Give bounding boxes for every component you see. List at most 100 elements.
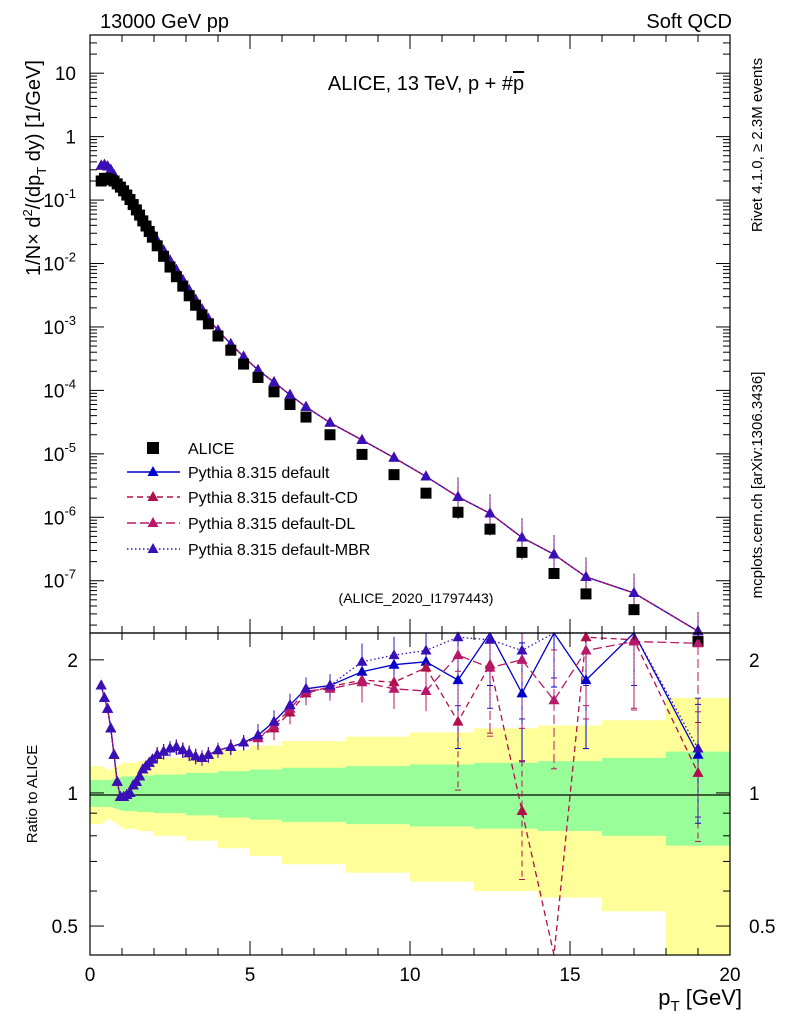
ratio-band-inner [138,775,154,813]
spectrum-frame [89,34,731,634]
spectrum-y-tick-label: 10-5 [43,440,76,466]
ratio-marker-mbr [452,631,464,642]
spectrum-marker-alice [158,250,170,262]
mcplots-label: mcplots.cern.ch [arXiv:1306.3436] [749,372,766,599]
ratio-marker-default [452,674,464,685]
ratio-marker-dl [692,637,704,648]
ratio-marker-cd [420,661,432,672]
ratio-panel: 0 5 10 15 20 0.5 0.5 1 1 2 2 Ratio to ALICE pT [Ge… [24,631,775,1015]
spectrum-marker-mbr [238,350,250,361]
header-process-label: 13000 GeV pp [100,11,229,33]
header-category-label: Soft QCD [646,11,732,33]
ratio-series-layer [95,631,704,956]
ratio-marker-mbr [202,748,214,759]
ratio-marker-mbr [238,736,250,747]
ratio-marker-cd [452,715,464,726]
spectrum-y-tick-label: 10-3 [43,313,76,339]
ratio-marker-mbr [98,691,110,702]
spectrum-marker-alice [324,429,336,441]
ratio-marker-mbr [388,649,400,660]
ratio-marker-mbr [170,741,182,752]
spectrum-marker-alice [183,290,195,302]
ratio-marker-mbr [225,741,237,752]
ratio-marker-dl [580,644,592,655]
spectrum-series-layer [95,158,704,648]
spectrum-marker-alice [452,506,464,518]
spectrum-panel: 10-7 10-6 10-5 10-4 10-3 10-2 10-1 1 10 ALICE, 1… [20,34,731,648]
spectrum-line-default [101,164,699,632]
ratio-marker-mbr [134,770,146,781]
ratio-marker-mbr [212,744,224,755]
ratio-marker-mbr [420,644,432,655]
spectrum-marker-mbr [484,507,496,518]
ratio-marker-mbr [324,679,336,690]
ratio-marker-mbr [158,745,170,756]
ratio-uncertainty-bands [90,697,730,955]
spectrum-marker-alice [190,299,202,311]
legend-label: Pythia 8.315 default-DL [188,516,355,533]
spectrum-y-axis-title: 1/N× d2/(dpT dy) [1/GeV] [20,60,49,276]
ratio-y-tick-label: 2 [67,651,78,672]
legend-label: ALICE [188,441,234,458]
ratio-y-tick-label: 1 [67,784,78,805]
ratio-y-tick-label-right: 1 [749,784,760,805]
ratio-band-inner [109,779,113,807]
spectrum-marker-alice [356,448,368,460]
ratio-marker-mbr [124,786,136,797]
ratio-band-inner [106,779,110,807]
ratio-marker-mbr [516,644,528,655]
ratio-marker-default [356,665,368,676]
spectrum-marker-alice [225,344,237,356]
legend-marker-mbr [147,543,159,553]
spectrum-marker-mbr [628,587,640,598]
spectrum-marker-mbr [300,400,312,411]
ratio-marker-mbr [284,699,296,710]
ratio-marker-mbr [692,742,704,753]
ratio-marker-default [516,687,528,698]
spectrum-line-cd [101,164,699,632]
spectrum-marker-alice [177,280,189,292]
legend-label: Pythia 8.315 default [188,465,330,482]
spectrum-marker-mbr [452,490,464,501]
spectrum-y-tick-label: 10-4 [43,376,76,402]
ratio-marker-dl [548,694,560,705]
spectrum-marker-alice [151,240,163,252]
spectrum-line-dl [101,164,699,632]
spectrum-marker-alice [146,231,158,243]
ratio-marker-mbr [196,751,208,762]
ratio-band-inner [218,771,250,818]
spectrum-y-tick-label: 10-2 [43,250,76,276]
spectrum-marker-alice [238,358,250,370]
spectrum-marker-alice [300,411,312,423]
spectrum-marker-alice [164,261,176,273]
ratio-marker-mbr [105,722,117,733]
spectrum-marker-alice [284,398,296,410]
spectrum-marker-alice [580,588,592,600]
ratio-marker-mbr [111,775,123,786]
ratio-x-tick-label: 0 [85,965,96,986]
spectrum-marker-alice [196,309,208,321]
ratio-band-inner [154,774,186,814]
ratio-marker-mbr [356,655,368,666]
ratio-marker-dl [388,682,400,693]
ratio-marker-dl [420,685,432,696]
spectrum-x-ticks [89,35,731,633]
ratio-marker-mbr [190,750,202,761]
ratio-axes: 0 5 10 15 20 0.5 0.5 1 1 2 2 [52,633,775,986]
ratio-band-inner [112,779,116,808]
legend-marker-cd [147,491,159,501]
spectrum-marker-mbr [268,376,280,387]
ratio-band-inner [474,762,538,829]
ratio-marker-mbr [252,729,264,740]
ratio-band-inner [602,757,666,836]
spectrum-marker-mbr [324,416,336,427]
ratio-marker-dl [628,635,640,646]
spectrum-marker-alice [420,487,432,499]
legend: ALICE Pythia 8.315 default Pythia 8.315 de… [127,441,370,559]
spectrum-y-tick-label: 10 [55,64,76,85]
analysis-id-label: (ALICE_2020_I1797443) [339,590,494,606]
spectrum-marker-alice [388,469,400,481]
spectrum-marker-alice [134,209,146,221]
spectrum-marker-alice [170,271,182,283]
ratio-y-axis-title: Ratio to ALICE [24,745,41,843]
